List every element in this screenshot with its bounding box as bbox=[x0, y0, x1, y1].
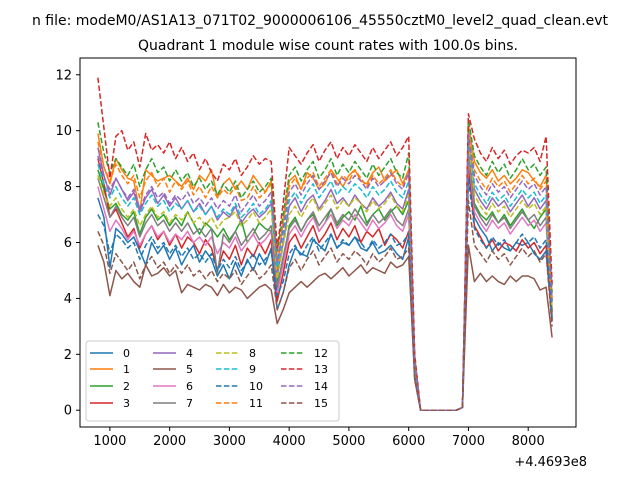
legend-label-11: 11 bbox=[249, 397, 263, 410]
legend-label-10: 10 bbox=[249, 380, 263, 393]
figure-suptitle: n file: modeM0/AS1A13_071T02_9000006106_… bbox=[32, 13, 609, 29]
x-tick-label: 1000 bbox=[93, 434, 126, 449]
series-line-14 bbox=[97, 132, 553, 411]
x-tick-label: 2000 bbox=[153, 434, 186, 449]
legend-label-8: 8 bbox=[249, 347, 256, 360]
series-line-7 bbox=[97, 149, 553, 411]
legend-frame bbox=[85, 340, 340, 422]
x-tick-label: 5000 bbox=[332, 434, 365, 449]
legend-label-13: 13 bbox=[314, 363, 328, 376]
legend-label-0: 0 bbox=[123, 347, 130, 360]
y-tick-label: 6 bbox=[64, 236, 72, 251]
axes-frame bbox=[79, 57, 577, 428]
x-offset-label: +4.4693e8 bbox=[514, 455, 587, 470]
series-line-1 bbox=[97, 124, 553, 411]
series-line-4 bbox=[97, 138, 553, 411]
legend-label-4: 4 bbox=[186, 347, 193, 360]
y-tick-label: 0 bbox=[64, 404, 72, 419]
series-line-8 bbox=[97, 141, 553, 411]
y-tick-label: 10 bbox=[55, 124, 72, 139]
legend-label-15: 15 bbox=[314, 397, 328, 410]
y-tick-label: 8 bbox=[64, 180, 72, 195]
y-tick-label: 12 bbox=[55, 68, 72, 83]
legend-label-5: 5 bbox=[186, 363, 193, 376]
series-line-6 bbox=[97, 155, 553, 411]
y-tick-label: 4 bbox=[64, 292, 72, 307]
x-tick-label: 7000 bbox=[452, 434, 485, 449]
series-line-13 bbox=[97, 77, 553, 411]
series-line-0 bbox=[97, 171, 553, 411]
series-line-15 bbox=[97, 199, 553, 411]
legend-label-9: 9 bbox=[249, 363, 256, 376]
legend-label-3: 3 bbox=[123, 397, 130, 410]
axes-ticks: 1000 2000 3000 4000 5000 6000 7000 800002468101… bbox=[55, 68, 544, 449]
series-line-9 bbox=[97, 135, 553, 411]
legend-label-12: 12 bbox=[314, 347, 328, 360]
legend-label-7: 7 bbox=[186, 397, 193, 410]
legend-label-2: 2 bbox=[123, 380, 130, 393]
legend-label-14: 14 bbox=[314, 380, 328, 393]
series-line-12 bbox=[97, 118, 553, 411]
series-line-11 bbox=[97, 129, 553, 411]
plot-area bbox=[97, 77, 553, 411]
chart-title: Quadrant 1 module wise count rates with … bbox=[138, 38, 518, 54]
y-tick-label: 2 bbox=[64, 348, 72, 363]
x-tick-label: 6000 bbox=[392, 434, 425, 449]
series-line-5 bbox=[97, 244, 553, 411]
legend-label-1: 1 bbox=[123, 363, 130, 376]
legend-label-6: 6 bbox=[186, 380, 193, 393]
x-tick-label: 3000 bbox=[213, 434, 246, 449]
x-tick-label: 8000 bbox=[512, 434, 545, 449]
x-tick-label: 4000 bbox=[273, 434, 306, 449]
